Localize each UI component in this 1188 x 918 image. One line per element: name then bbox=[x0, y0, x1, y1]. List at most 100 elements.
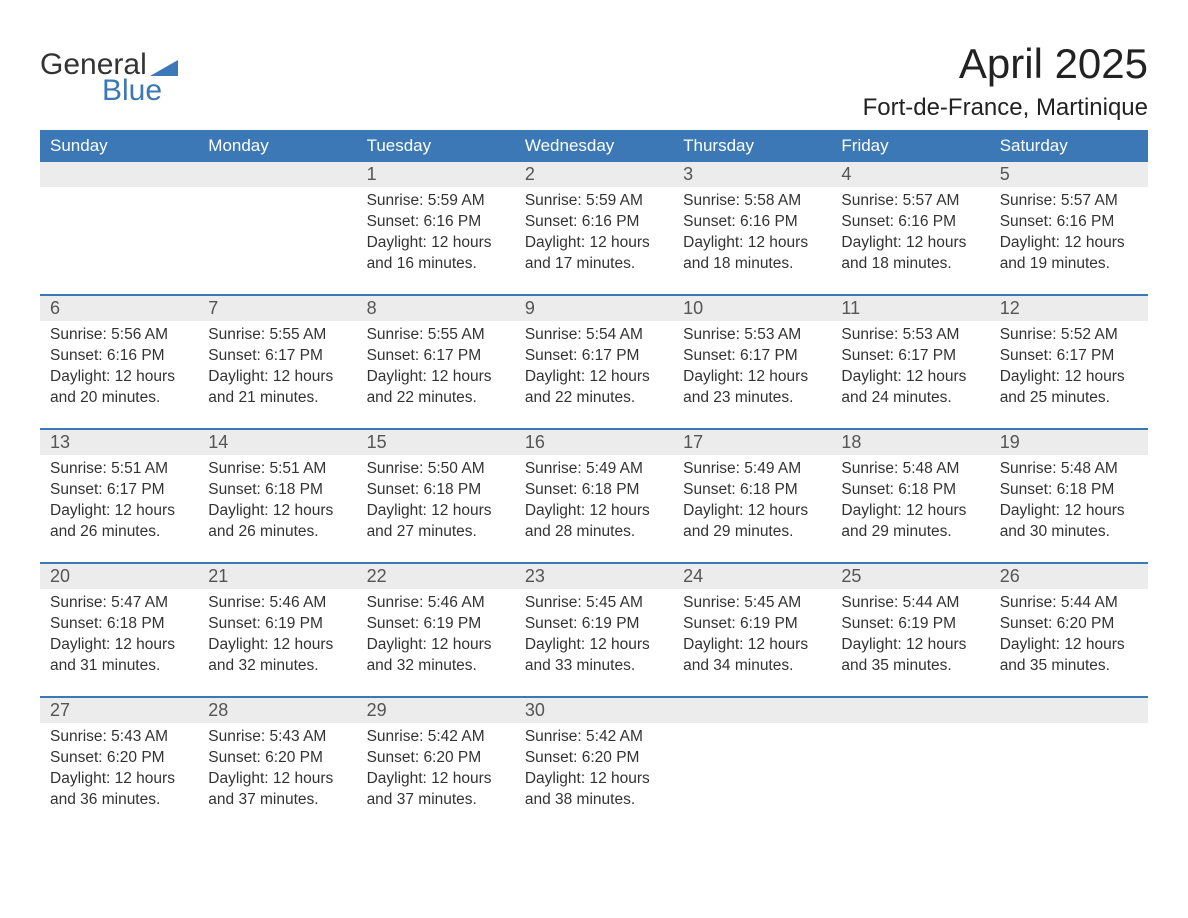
sunrise-line-label: Sunrise: bbox=[367, 326, 428, 343]
daylight-line-label: Daylight: bbox=[683, 368, 748, 385]
daylight-line: Daylight: 12 hours and 26 minutes. bbox=[50, 501, 188, 543]
day-number: 3 bbox=[683, 164, 693, 184]
day-number: 21 bbox=[208, 566, 228, 586]
daylight-line-label: Daylight: bbox=[1000, 502, 1065, 519]
sunrise-line: Sunrise: 5:44 AM bbox=[841, 593, 979, 614]
day-number-cell: 12 bbox=[990, 295, 1148, 321]
location-subtitle: Fort-de-France, Martinique bbox=[863, 94, 1148, 122]
sunrise-line-value: 5:46 AM bbox=[428, 594, 485, 611]
sunrise-line: Sunrise: 5:57 AM bbox=[841, 191, 979, 212]
sunrise-line: Sunrise: 5:49 AM bbox=[683, 459, 821, 480]
sunrise-line-value: 5:59 AM bbox=[586, 192, 643, 209]
sunset-line: Sunset: 6:18 PM bbox=[841, 480, 979, 501]
day-number: 28 bbox=[208, 700, 228, 720]
daylight-line-label: Daylight: bbox=[525, 234, 590, 251]
sunset-line-value: 6:19 PM bbox=[740, 615, 798, 632]
daylight-line: Daylight: 12 hours and 36 minutes. bbox=[50, 769, 188, 811]
weekday-header: Thursday bbox=[673, 130, 831, 162]
sunset-line-value: 6:17 PM bbox=[265, 347, 323, 364]
sunset-line-value: 6:18 PM bbox=[107, 615, 165, 632]
day-content-cell bbox=[990, 723, 1148, 831]
sunrise-line-label: Sunrise: bbox=[1000, 594, 1061, 611]
day-number-cell: 11 bbox=[831, 295, 989, 321]
sunrise-line-value: 5:44 AM bbox=[1061, 594, 1118, 611]
sunrise-line-label: Sunrise: bbox=[50, 594, 111, 611]
sunset-line: Sunset: 6:19 PM bbox=[525, 614, 663, 635]
day-content-cell: Sunrise: 5:49 AMSunset: 6:18 PMDaylight:… bbox=[673, 455, 831, 563]
sunset-line-label: Sunset: bbox=[208, 615, 265, 632]
sunrise-line: Sunrise: 5:51 AM bbox=[208, 459, 346, 480]
sunrise-line: Sunrise: 5:43 AM bbox=[208, 727, 346, 748]
day-number-cell: 27 bbox=[40, 697, 198, 723]
sunrise-line: Sunrise: 5:59 AM bbox=[367, 191, 505, 212]
day-number-cell bbox=[198, 162, 356, 187]
sunrise-line: Sunrise: 5:45 AM bbox=[525, 593, 663, 614]
sunrise-line-label: Sunrise: bbox=[367, 460, 428, 477]
day-number: 9 bbox=[525, 298, 535, 318]
sunrise-line-value: 5:49 AM bbox=[744, 460, 801, 477]
day-content-cell: Sunrise: 5:52 AMSunset: 6:17 PMDaylight:… bbox=[990, 321, 1148, 429]
sunrise-line-label: Sunrise: bbox=[841, 594, 902, 611]
sunset-line: Sunset: 6:16 PM bbox=[841, 212, 979, 233]
sunrise-line-value: 5:46 AM bbox=[269, 594, 326, 611]
daylight-line-label: Daylight: bbox=[841, 636, 906, 653]
daynum-row: 13141516171819 bbox=[40, 429, 1148, 455]
sunrise-line-label: Sunrise: bbox=[50, 326, 111, 343]
sunset-line-label: Sunset: bbox=[50, 615, 107, 632]
sunset-line-value: 6:16 PM bbox=[107, 347, 165, 364]
daylight-line: Daylight: 12 hours and 29 minutes. bbox=[841, 501, 979, 543]
daylight-line: Daylight: 12 hours and 37 minutes. bbox=[367, 769, 505, 811]
daylight-line-label: Daylight: bbox=[525, 368, 590, 385]
content-row: Sunrise: 5:59 AM Sunset: 6:16 PM Daylight:… bbox=[40, 187, 1148, 295]
day-number: 12 bbox=[1000, 298, 1020, 318]
day-number-cell: 9 bbox=[515, 295, 673, 321]
sunset-line-value: 6:17 PM bbox=[582, 347, 640, 364]
day-number: 4 bbox=[841, 164, 851, 184]
sunrise-line-value: 5:51 AM bbox=[111, 460, 168, 477]
sunrise-line-value: 5:49 AM bbox=[586, 460, 643, 477]
brand-logo: General Blue bbox=[40, 40, 178, 106]
sunset-line-label: Sunset: bbox=[208, 481, 265, 498]
sunset-line: Sunset: 6:20 PM bbox=[50, 748, 188, 769]
sunset-line-value: 6:18 PM bbox=[265, 481, 323, 498]
day-number-cell: 23 bbox=[515, 563, 673, 589]
calendar-body: 12345Sunrise: 5:59 AMSunset: 6:16 PMDayl… bbox=[40, 162, 1148, 831]
sunset-line-label: Sunset: bbox=[1000, 615, 1057, 632]
daylight-line: Daylight: 12 hours and 16 minutes. bbox=[367, 233, 505, 275]
sunset-line: Sunset: 6:19 PM bbox=[367, 614, 505, 635]
day-content-cell: Sunrise: 5:42 AMSunset: 6:20 PMDaylight:… bbox=[357, 723, 515, 831]
sunrise-line: Sunrise: 5:49 AM bbox=[525, 459, 663, 480]
daylight-line-label: Daylight: bbox=[1000, 368, 1065, 385]
sunrise-line-value: 5:54 AM bbox=[586, 326, 643, 343]
sunrise-line-label: Sunrise: bbox=[367, 192, 428, 209]
sunrise-line: Sunrise: 5:48 AM bbox=[841, 459, 979, 480]
sunrise-line-label: Sunrise: bbox=[525, 192, 586, 209]
sunrise-line-label: Sunrise: bbox=[683, 594, 744, 611]
daylight-line: Daylight: 12 hours and 29 minutes. bbox=[683, 501, 821, 543]
sunset-line-value: 6:19 PM bbox=[265, 615, 323, 632]
sunrise-line-value: 5:42 AM bbox=[428, 728, 485, 745]
sunset-line-value: 6:20 PM bbox=[107, 749, 165, 766]
day-content-cell: Sunrise: 5:54 AMSunset: 6:17 PMDaylight:… bbox=[515, 321, 673, 429]
sunset-line: Sunset: 6:17 PM bbox=[525, 346, 663, 367]
calendar-header-row: Sunday Monday Tuesday Wednesday Thursday… bbox=[40, 130, 1148, 162]
daylight-line: Daylight: 12 hours and 22 minutes. bbox=[525, 367, 663, 409]
day-number-cell: 7 bbox=[198, 295, 356, 321]
sunrise-line-label: Sunrise: bbox=[525, 594, 586, 611]
day-number: 18 bbox=[841, 432, 861, 452]
day-number-cell: 2 bbox=[515, 162, 673, 187]
sunset-line-value: 6:17 PM bbox=[898, 347, 956, 364]
sunrise-line-label: Sunrise: bbox=[1000, 326, 1061, 343]
day-content-cell: Sunrise: 5:57 AMSunset: 6:16 PMDaylight:… bbox=[831, 187, 989, 295]
sunset-line: Sunset: 6:16 PM bbox=[50, 346, 188, 367]
daylight-line: Daylight: 12 hours and 23 minutes. bbox=[683, 367, 821, 409]
sunset-line: Sunset: 6:20 PM bbox=[208, 748, 346, 769]
day-number-cell: 24 bbox=[673, 563, 831, 589]
sunset-line-label: Sunset: bbox=[683, 615, 740, 632]
day-number: 13 bbox=[50, 432, 70, 452]
sunset-line: Sunset: 6:20 PM bbox=[1000, 614, 1138, 635]
day-content-cell: Sunrise: 5:46 AMSunset: 6:19 PMDaylight:… bbox=[357, 589, 515, 697]
day-number-cell: 18 bbox=[831, 429, 989, 455]
sunrise-line-value: 5:53 AM bbox=[744, 326, 801, 343]
weekday-header: Sunday bbox=[40, 130, 198, 162]
